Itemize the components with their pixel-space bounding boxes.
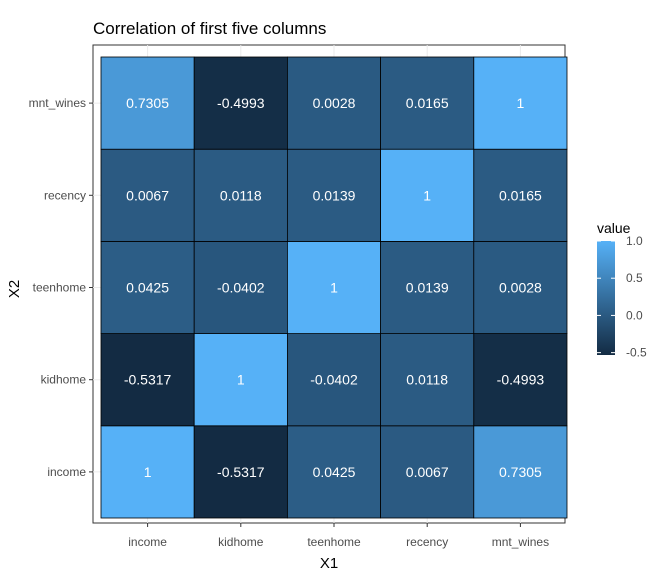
heatmap-cell-recency-mnt_wines [473, 148, 568, 242]
heatmap-cell-mnt_wines-mnt_wines [473, 56, 568, 150]
y-tick-label: recency [44, 188, 86, 202]
heatmap-cell-mnt_wines-income [100, 56, 195, 150]
legend-colorbar [597, 241, 615, 355]
cell-value-label: -0.5317 [124, 372, 172, 388]
heatmap-cell-recency-teenhome [286, 148, 381, 242]
axes: income kidhome teenhome recency mnt_winesinc… [6, 96, 549, 572]
y-tick-label: teenhome [33, 281, 87, 295]
heatmap-cell-teenhome-kidhome [193, 240, 288, 334]
y-tick-label: kidhome [41, 373, 87, 387]
x-tick-label: teenhome [307, 535, 361, 549]
heatmap-cells: 1 -0.5317 0.0425 0.0067 0.7305 -0.5317 1 -0.040… [100, 56, 568, 519]
x-tick-label: income [128, 535, 167, 549]
heatmap-cell-recency-kidhome [193, 148, 288, 242]
heatmap-cell-income-mnt_wines [473, 425, 568, 519]
heatmap-cell-kidhome-teenhome [286, 333, 381, 427]
cell-value-label: -0.0402 [217, 280, 265, 296]
heatmap-cell-recency-recency [380, 148, 475, 242]
heatmap-cell-kidhome-kidhome [193, 333, 288, 427]
legend-tick-label: 1.0 [626, 234, 643, 248]
cell-value-label: 1 [144, 464, 152, 480]
cell-value-label: 0.0139 [313, 187, 356, 203]
heatmap-cell-teenhome-teenhome [286, 240, 381, 334]
cell-value-label: 0.0165 [406, 95, 449, 111]
cell-value-label: 0.0067 [126, 187, 169, 203]
cell-value-label: -0.4993 [217, 95, 265, 111]
cell-value-label: 0.0425 [126, 280, 169, 296]
heatmap-cell-income-income [100, 425, 195, 519]
legend-title: value [597, 220, 631, 236]
cell-value-label: 0.0118 [406, 372, 448, 388]
cell-value-label: 0.7305 [499, 464, 542, 480]
cell-value-label: 0.0067 [406, 464, 449, 480]
heatmap-cell-teenhome-income [100, 240, 195, 334]
cell-value-label: 1 [517, 95, 525, 111]
cell-value-label: 0.0425 [313, 464, 356, 480]
cell-value-label: 0.0028 [499, 280, 542, 296]
cell-value-label: 0.0165 [499, 187, 542, 203]
cell-value-label: -0.5317 [217, 464, 265, 480]
cell-value-label: 0.0028 [313, 95, 356, 111]
heatmap-cell-income-recency [380, 425, 475, 519]
x-axis-title: X1 [320, 555, 338, 572]
legend-tick-label: 0.5 [626, 271, 643, 285]
legend-tick-label: 0.0 [626, 308, 643, 322]
chart-title: Correlation of first five columns [93, 19, 327, 38]
x-tick-label: kidhome [218, 535, 264, 549]
cell-value-label: 0.7305 [126, 95, 169, 111]
x-tick-label: recency [406, 535, 448, 549]
heatmap-cell-income-kidhome [193, 425, 288, 519]
cell-value-label: 1 [423, 187, 431, 203]
heatmap-cell-mnt_wines-kidhome [193, 56, 288, 150]
cell-value-label: -0.0402 [310, 372, 358, 388]
cell-value-label: 0.0139 [406, 280, 449, 296]
cell-value-label: 1 [237, 372, 245, 388]
heatmap-cell-income-teenhome [286, 425, 381, 519]
cell-value-label: -0.4993 [497, 372, 545, 388]
heatmap-cell-teenhome-recency [380, 240, 475, 334]
legend-tick-label: -0.5 [626, 346, 647, 360]
heatmap-cell-kidhome-income [100, 333, 195, 427]
heatmap-cell-kidhome-mnt_wines [473, 333, 568, 427]
heatmap-cell-kidhome-recency [380, 333, 475, 427]
cell-value-label: 1 [330, 280, 338, 296]
y-tick-label: mnt_wines [29, 96, 86, 110]
y-tick-label: income [47, 465, 86, 479]
x-tick-label: mnt_wines [492, 535, 549, 549]
cell-value-label: 0.0118 [220, 187, 262, 203]
heatmap-cell-teenhome-mnt_wines [473, 240, 568, 334]
y-axis-title: X2 [6, 280, 23, 298]
heatmap-cell-mnt_wines-teenhome [286, 56, 381, 150]
heatmap-cell-recency-income [100, 148, 195, 242]
